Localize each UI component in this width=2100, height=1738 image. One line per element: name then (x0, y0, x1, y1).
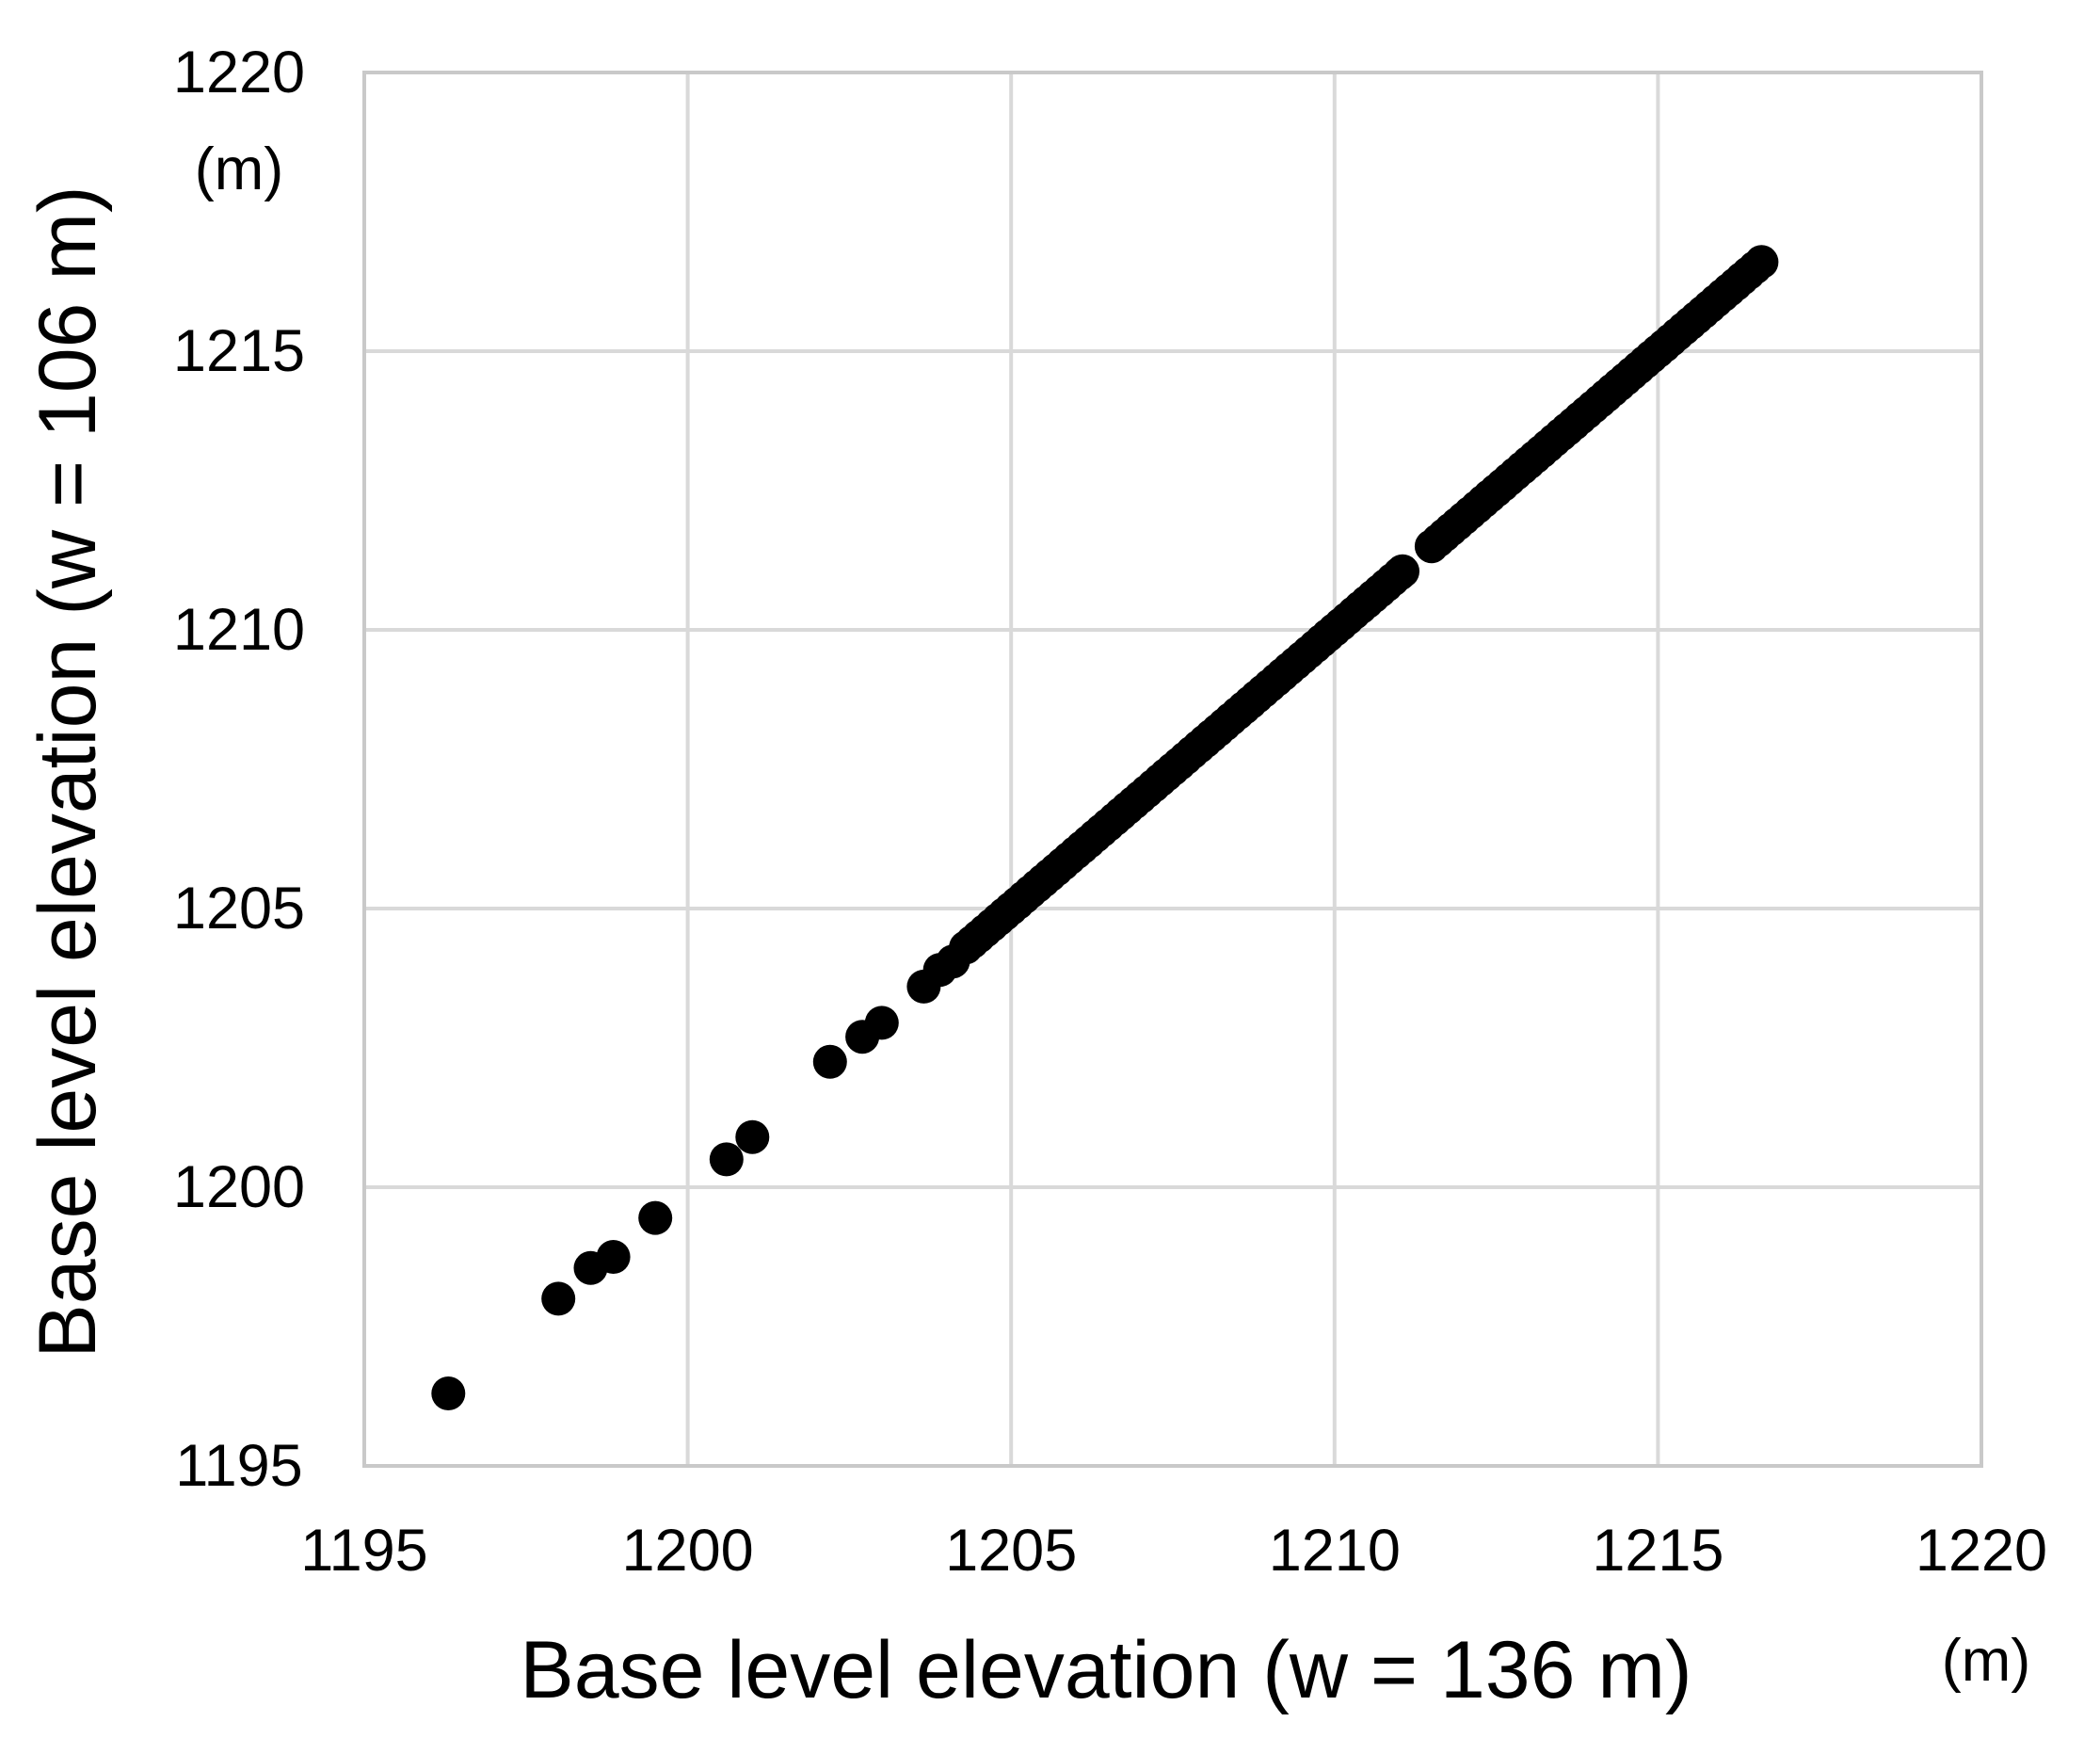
y-tick-label: 1210 (173, 597, 305, 663)
scatter-points (431, 245, 1779, 1410)
y-tick-label: 1200 (173, 1154, 305, 1220)
x-tick-label: 1195 (300, 1518, 427, 1584)
x-axis-title: Base level elevation (w = 136 m) (520, 1625, 1692, 1715)
scatter-point (638, 1200, 673, 1235)
x-axis-tick-labels: 1195 1200 1205 1210 1215 1220 (300, 1518, 2047, 1584)
y-axis-tick-labels: 1195 1200 1205 1210 1215 1220 (173, 40, 305, 1499)
x-axis-unit-label: (m) (1942, 1628, 2030, 1694)
x-tick-label: 1220 (1916, 1518, 2047, 1584)
y-axis-title: Base level elevation (w = 106 m) (23, 185, 113, 1359)
scatter-point (596, 1240, 631, 1274)
scatter-point (431, 1376, 466, 1410)
x-tick-label: 1200 (622, 1518, 754, 1584)
scatter-point (735, 1119, 770, 1154)
scatter-point (1744, 245, 1779, 280)
x-tick-label: 1215 (1592, 1518, 1723, 1584)
scatter-point (864, 1006, 899, 1040)
y-tick-label: 1220 (173, 40, 305, 105)
x-tick-label: 1205 (945, 1518, 1077, 1584)
scatter-point (1386, 554, 1419, 588)
scatter-point (709, 1142, 744, 1177)
y-tick-label: 1195 (175, 1433, 302, 1499)
y-tick-label: 1205 (173, 876, 305, 941)
scatter-point (541, 1281, 576, 1316)
scatter-point (812, 1044, 847, 1079)
y-axis-unit-label: (m) (195, 137, 283, 202)
y-tick-label: 1215 (173, 318, 305, 384)
x-tick-label: 1210 (1269, 1518, 1401, 1584)
plot-border (362, 71, 1983, 1468)
